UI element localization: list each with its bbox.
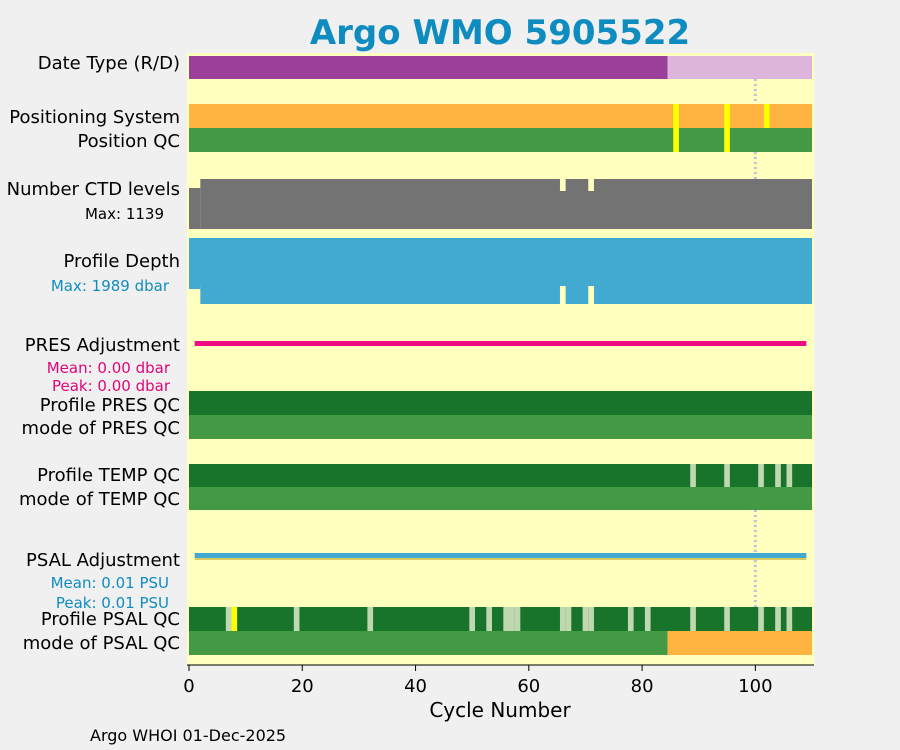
profile-temp-qc-light-cell bbox=[724, 464, 730, 487]
profile-temp-qc-light-cell bbox=[758, 464, 764, 487]
positioning-system-alt-cell bbox=[763, 104, 770, 128]
row-annotations: Max: 1139 Max: 1989 dbar Mean: 0.00 dbar… bbox=[47, 205, 171, 612]
profile-psal-qc-light-cell bbox=[758, 607, 764, 631]
profile-psal-qc-light-cell bbox=[724, 607, 730, 631]
profile-depth-gap bbox=[588, 286, 594, 304]
profile-psal-qc-light-cell bbox=[508, 607, 515, 631]
date-type-segment-R bbox=[189, 56, 668, 79]
ctd-levels-bar bbox=[200, 179, 812, 229]
profile-psal-qc-light-cell bbox=[588, 607, 594, 631]
positioning-system-alt-cell bbox=[673, 104, 679, 128]
label-profile-temp-qc: Profile TEMP QC bbox=[37, 465, 180, 486]
x-tick-label: 60 bbox=[517, 676, 540, 697]
psal-adjustment-line bbox=[194, 553, 807, 558]
mode-pres-qc-bar bbox=[189, 415, 812, 439]
profile-temp-qc-light-cell bbox=[775, 464, 781, 487]
pres-adjustment-line bbox=[194, 341, 807, 346]
position-qc-bar bbox=[189, 128, 812, 152]
label-profile-pres-qc: Profile PRES QC bbox=[40, 395, 180, 416]
profile-temp-qc-light-cell bbox=[690, 464, 696, 487]
label-ctd-levels: Number CTD levels bbox=[7, 179, 180, 200]
profile-depth-bar-lower-start bbox=[189, 286, 201, 289]
label-positioning-system: Positioning System bbox=[9, 107, 180, 128]
profile-temp-qc-light-cell bbox=[786, 464, 793, 487]
profile-psal-qc-light-cell bbox=[690, 607, 696, 631]
row-labels: Date Type (R/D) Positioning System Posit… bbox=[7, 53, 180, 654]
footer-credit: Argo WHOI 01-Dec-2025 bbox=[90, 726, 286, 745]
position-qc-flag-cell bbox=[673, 128, 679, 152]
mode-temp-qc-bar bbox=[189, 487, 812, 510]
x-axis-label: Cycle Number bbox=[429, 698, 571, 722]
profile-psal-qc-flag-cell bbox=[231, 607, 238, 631]
label-mode-pres-qc: mode of PRES QC bbox=[22, 418, 180, 439]
profile-depth-bar-lower bbox=[200, 286, 812, 304]
positioning-system-alt-cell bbox=[724, 104, 730, 128]
profile-depth-bar bbox=[189, 238, 812, 286]
label-psal-adjustment: PSAL Adjustment bbox=[26, 550, 180, 571]
label-mode-psal-qc: mode of PSAL QC bbox=[23, 633, 180, 654]
x-tick-label: 0 bbox=[183, 676, 194, 697]
profile-psal-qc-light-cell bbox=[514, 607, 521, 631]
profile-depth-gap bbox=[559, 286, 566, 304]
pres-peak-annotation: Peak: 0.00 dbar bbox=[52, 377, 171, 395]
ctd-levels-reduced bbox=[189, 188, 201, 229]
label-position-qc: Position QC bbox=[77, 131, 180, 152]
profile-pres-qc-bar bbox=[189, 391, 812, 415]
pres-mean-annotation: Mean: 0.00 dbar bbox=[47, 359, 171, 377]
ctd-levels-gap bbox=[559, 179, 566, 191]
mode-psal-qc-segment-D bbox=[667, 631, 812, 655]
position-qc-flag-cell bbox=[724, 128, 730, 152]
profile-psal-qc-light-cell bbox=[486, 607, 493, 631]
data-bars bbox=[189, 56, 812, 655]
label-mode-temp-qc: mode of TEMP QC bbox=[19, 489, 180, 510]
x-tick-label: 80 bbox=[631, 676, 654, 697]
psal-peak-annotation: Peak: 0.01 PSU bbox=[56, 594, 169, 612]
psal-mean-annotation: Mean: 0.01 PSU bbox=[51, 574, 169, 592]
profile-psal-qc-light-cell bbox=[644, 607, 651, 631]
x-tick-label: 100 bbox=[738, 676, 772, 697]
profile-psal-qc-light-cell bbox=[565, 607, 572, 631]
positioning-system-bar bbox=[189, 104, 812, 128]
label-profile-depth: Profile Depth bbox=[63, 251, 180, 272]
depth-max-annotation: Max: 1989 dbar bbox=[51, 277, 170, 295]
profile-psal-qc-light-cell bbox=[786, 607, 793, 631]
label-pres-adjustment: PRES Adjustment bbox=[25, 335, 180, 356]
label-profile-psal-qc: Profile PSAL QC bbox=[41, 609, 180, 630]
profile-psal-qc-light-cell bbox=[559, 607, 566, 631]
ctd-levels-gap bbox=[588, 179, 594, 191]
x-tick-label: 20 bbox=[291, 676, 314, 697]
chart-title: Argo WMO 5905522 bbox=[310, 13, 690, 53]
psal-adjustment-baseline bbox=[194, 558, 807, 560]
profile-psal-qc-light-cell bbox=[293, 607, 300, 631]
profile-psal-qc-light-cell bbox=[775, 607, 781, 631]
ctd-max-annotation: Max: 1139 bbox=[85, 205, 164, 223]
profile-psal-qc-bar bbox=[189, 607, 812, 631]
profile-psal-qc-light-cell bbox=[503, 607, 509, 631]
profile-psal-qc-light-cell bbox=[367, 607, 374, 631]
x-tick-label: 40 bbox=[404, 676, 427, 697]
profile-psal-qc-light-cell bbox=[225, 607, 232, 631]
profile-psal-qc-light-cell bbox=[582, 607, 589, 631]
profile-temp-qc-bar bbox=[189, 464, 812, 487]
label-date-type: Date Type (R/D) bbox=[38, 53, 180, 74]
mode-psal-qc-segment-A bbox=[189, 631, 668, 655]
profile-psal-qc-light-cell bbox=[469, 607, 476, 631]
date-type-segment-D bbox=[667, 56, 812, 79]
x-axis: 0 20 40 60 80 100 bbox=[183, 664, 814, 697]
profile-psal-qc-light-cell bbox=[627, 607, 634, 631]
plot-area bbox=[187, 53, 814, 665]
